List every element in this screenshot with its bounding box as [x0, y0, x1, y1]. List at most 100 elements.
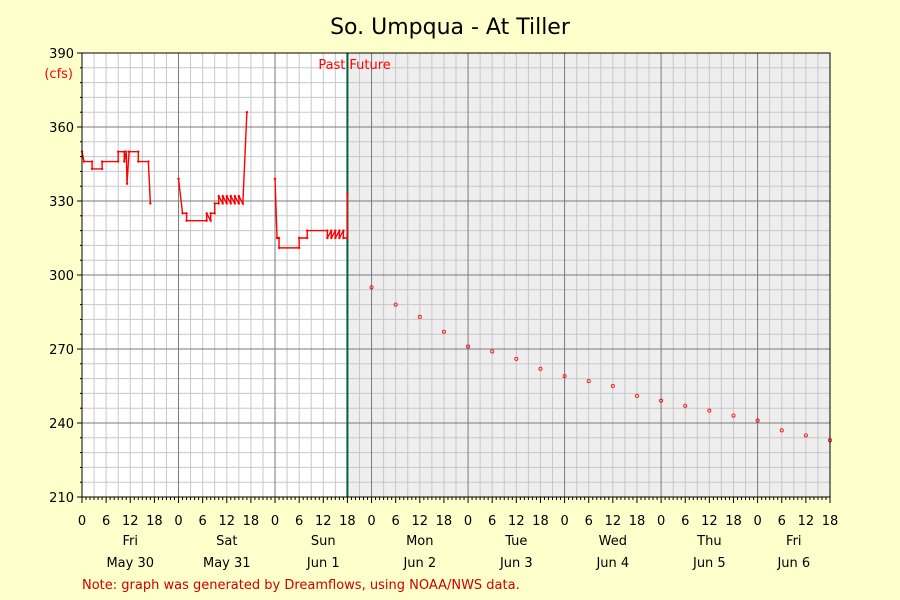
forecast-flow-point — [707, 408, 712, 413]
forecast-flow-point — [683, 403, 688, 408]
y-axis-unit: (cfs) — [44, 67, 73, 82]
observed-flow-point — [297, 246, 301, 250]
forecast-flow-point — [417, 314, 422, 319]
forecast-flow-point — [803, 433, 808, 438]
x-hour-label: 18 — [532, 514, 549, 529]
observed-flow-point — [275, 236, 279, 240]
observed-flow-point — [147, 160, 150, 163]
observed-flow-point — [125, 150, 128, 153]
observed-flow-point — [90, 160, 94, 163]
x-hour-label: 0 — [271, 514, 279, 529]
observed-flow-point — [137, 150, 140, 153]
x-hour-label: 6 — [585, 514, 593, 529]
observed-flow-point — [346, 236, 349, 240]
observed-flow-point — [221, 202, 224, 205]
future-label: Future — [349, 58, 390, 73]
observed-flow-point — [330, 236, 333, 240]
observed-flow-point — [209, 219, 212, 222]
x-day-label: Tue — [504, 534, 527, 549]
forecast-flow-point — [369, 285, 374, 290]
observed-flow-line — [177, 112, 248, 222]
x-date-label: Jun 6 — [776, 556, 810, 571]
x-date-label: May 31 — [203, 556, 251, 571]
x-hour-label: 0 — [78, 514, 86, 529]
major-gridlines — [82, 53, 830, 497]
x-hour-label: 6 — [778, 514, 786, 529]
x-hour-label: 0 — [464, 514, 472, 529]
observed-flow-point — [297, 236, 301, 240]
forecast-flow-point — [610, 383, 615, 388]
x-hour-label: 12 — [508, 514, 525, 529]
observed-flow-point — [100, 167, 104, 171]
x-hour-label: 0 — [174, 514, 182, 529]
x-hour-label: 18 — [146, 514, 163, 529]
chart-title: So. Umpqua - At Tiller — [330, 15, 571, 40]
observed-flow-point — [306, 236, 309, 240]
observed-flow-point — [233, 202, 237, 205]
series-layer — [80, 111, 833, 443]
forecast-flow-point — [466, 344, 471, 349]
x-hour-label: 12 — [701, 514, 718, 529]
x-hour-label: 12 — [219, 514, 236, 529]
x-hour-label: 6 — [392, 514, 400, 529]
forecast-flow-point — [393, 302, 398, 307]
observed-flow-point — [177, 177, 180, 180]
past-label: Past — [318, 58, 345, 73]
x-day-label: Sun — [311, 534, 336, 549]
x-hour-label: 12 — [122, 514, 139, 529]
observed-flow-point — [125, 182, 129, 185]
footer-note: Note: graph was generated by Dreamflows,… — [82, 578, 520, 593]
observed-flow-point — [90, 167, 94, 171]
observed-flow-point — [241, 202, 245, 205]
observed-flow-point — [229, 194, 232, 198]
forecast-flow-point — [562, 374, 567, 379]
observed-flow-point — [123, 160, 126, 163]
x-hour-label: 0 — [560, 514, 568, 529]
observed-flow-point — [334, 229, 337, 232]
observed-flow-point — [185, 219, 188, 222]
observed-flow-point — [346, 192, 349, 195]
observed-flow-point — [217, 202, 220, 205]
x-hour-label: 12 — [412, 514, 429, 529]
forecast-flow-point — [659, 398, 664, 403]
x-date-label: Jun 1 — [306, 556, 340, 571]
observed-flow-point — [217, 194, 220, 198]
x-day-label: Mon — [406, 534, 433, 549]
observed-flow-point — [225, 194, 228, 198]
x-date-label: Jun 5 — [692, 556, 726, 571]
observed-flow-point — [116, 160, 120, 163]
observed-flow-point — [149, 202, 152, 205]
observed-flow-point — [127, 150, 131, 153]
forecast-flow-point — [634, 393, 639, 398]
x-hour-label: 18 — [339, 514, 356, 529]
x-hour-label: 0 — [753, 514, 761, 529]
observed-flow-point — [213, 212, 216, 215]
observed-flow-point — [225, 202, 228, 205]
x-date-label: Jun 3 — [499, 556, 533, 571]
x-date-label: May 30 — [106, 556, 154, 571]
observed-flow-point — [334, 236, 337, 240]
x-date-label: Jun 2 — [402, 556, 436, 571]
x-day-label: Thu — [696, 534, 721, 549]
x-hour-label: 12 — [798, 514, 815, 529]
observed-flow-point — [116, 150, 120, 153]
forecast-flow-point — [514, 356, 519, 361]
x-hour-label: 6 — [295, 514, 303, 529]
observed-flow-point — [237, 194, 241, 198]
observed-flow-point — [306, 229, 309, 232]
y-tick-label: 360 — [49, 121, 74, 136]
observed-flow-line — [274, 178, 349, 249]
observed-flow-point — [205, 219, 208, 222]
observed-flow-point — [137, 160, 140, 163]
observed-flow-point — [326, 236, 329, 240]
observed-flow-point — [82, 160, 86, 163]
observed-flow-point — [213, 202, 216, 205]
observed-flow-point — [330, 229, 333, 232]
forecast-flow-point — [538, 366, 543, 371]
forecast-flow-point — [441, 329, 446, 334]
observed-flow-point — [185, 212, 188, 215]
x-hour-label: 18 — [725, 514, 742, 529]
observed-flow-point — [277, 236, 281, 240]
observed-flow-point — [237, 202, 241, 205]
